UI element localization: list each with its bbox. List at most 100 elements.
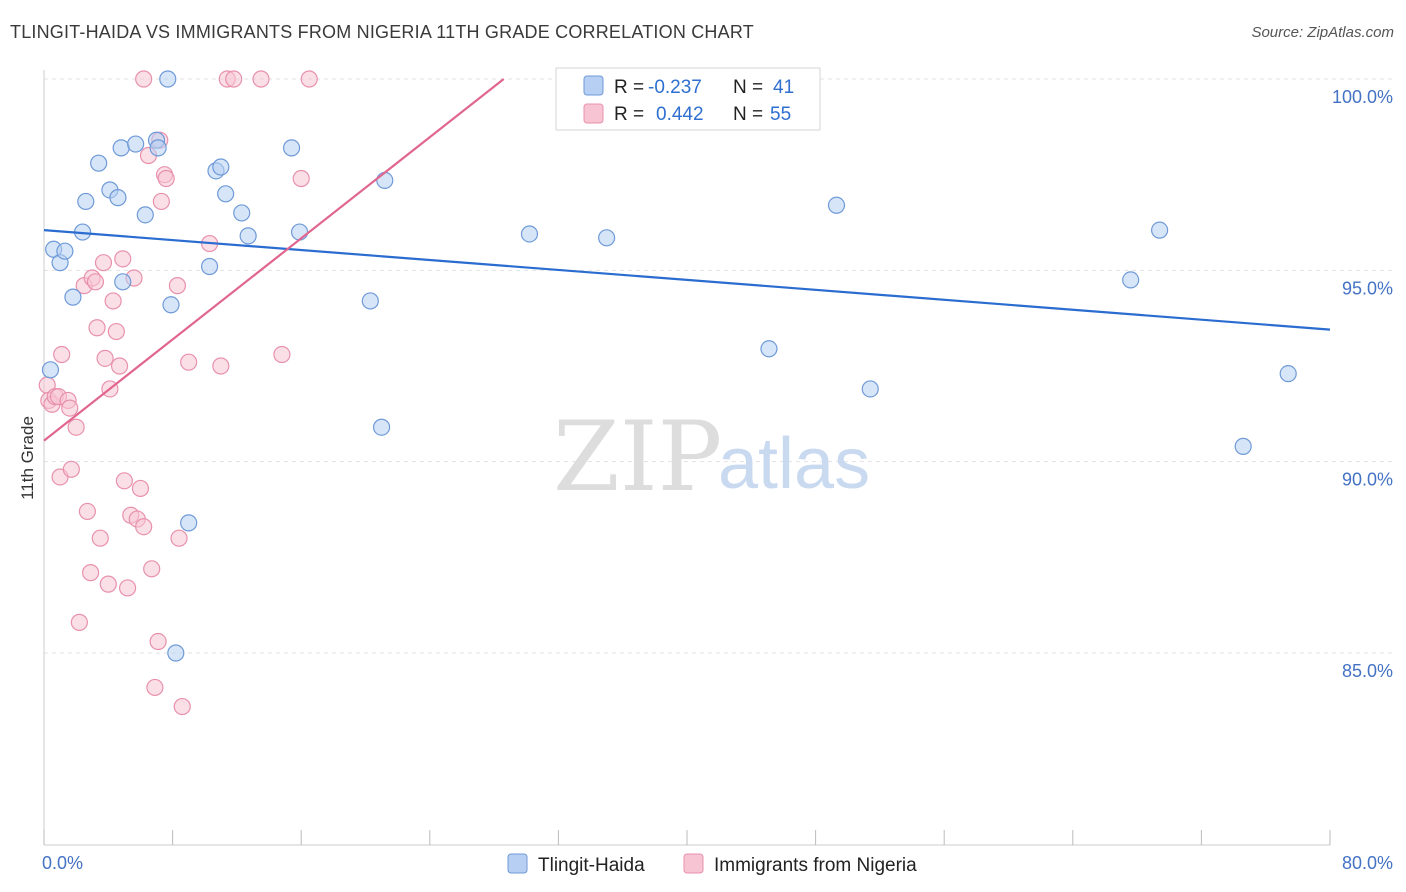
- nigeria-point-13: [78, 502, 97, 521]
- nigeria-point-51: [273, 345, 291, 364]
- x-ticks: [43, 830, 1331, 845]
- nigeria-point-42: [168, 277, 187, 295]
- x-tick-label-min: 0.0%: [42, 853, 83, 873]
- bottom-legend-label-nigeria: Immigrants from Nigeria: [714, 855, 917, 876]
- nigeria-point-36: [146, 678, 164, 697]
- nigeria-point-41: [135, 70, 153, 88]
- tlingit-haida-point-28: [361, 292, 379, 310]
- tlingit-haida-point-6: [77, 192, 95, 211]
- y-tick-label-100: 100.0%: [1332, 87, 1393, 107]
- tlingit-haida-point-30: [372, 418, 391, 436]
- nigeria-point-19: [94, 254, 113, 272]
- watermark-atlas: atlas: [718, 424, 870, 504]
- tlingit-haida-point-11: [114, 273, 132, 291]
- tlingit-haida-point-9: [109, 189, 127, 207]
- tlingit-haida-point-4: [64, 288, 82, 306]
- nigeria-point-52: [292, 169, 310, 188]
- nigeria-point-37: [149, 632, 167, 651]
- nigeria-point-49: [225, 70, 243, 88]
- nigeria-point-6: [53, 345, 71, 364]
- legend-swatch-pink: [583, 103, 604, 124]
- series-legend: Tlingit-Haida Immigrants from Nigeria: [507, 853, 917, 876]
- nigeria-point-9: [62, 460, 80, 478]
- legend-n-value-1: 41: [773, 77, 794, 98]
- tlingit-haida-point-18: [167, 644, 185, 662]
- tlingit-haida-point-39: [1279, 365, 1297, 383]
- nigeria-point-11: [70, 613, 88, 631]
- nigeria-point-28: [118, 579, 137, 597]
- nigeria-point-32: [131, 479, 150, 498]
- tlingit-haida-point-12: [127, 135, 145, 153]
- gridlines: [44, 78, 1393, 654]
- tlingit-haida-point-36: [861, 380, 879, 398]
- y-tick-label-95: 95.0%: [1342, 278, 1393, 298]
- y-tick-label-85: 85.0%: [1342, 661, 1393, 681]
- legend-r-label-1: R =: [614, 77, 644, 98]
- nigeria-point-17: [88, 319, 106, 337]
- nigeria-point-38: [152, 192, 170, 211]
- tlingit-haida-point-0: [41, 361, 60, 379]
- tlingit-haida-point-10: [112, 139, 130, 157]
- legend-r-label-2: R =: [614, 104, 644, 125]
- nigeria-point-8: [61, 399, 79, 417]
- bottom-legend-swatch-pink: [683, 853, 704, 874]
- legend-r-value-2: 0.442: [656, 104, 704, 125]
- tlingit-haida-point-15: [149, 139, 167, 157]
- nigeria-point-35: [143, 560, 161, 578]
- tlingit-haida-point-26: [282, 139, 301, 157]
- tlingit-haida-point-7: [90, 154, 108, 172]
- tlingit-haida-point-31: [520, 225, 539, 243]
- nigeria-point-10: [67, 418, 85, 436]
- tlingit-haida-point-25: [239, 227, 257, 245]
- nigeria-point-47: [212, 357, 230, 375]
- nigeria-point-44: [173, 697, 191, 716]
- legend-swatch-blue: [583, 75, 604, 96]
- legend-r-value-1: -0.237: [648, 77, 702, 98]
- tlingit-haida-point-17: [162, 296, 180, 314]
- tlingit-haida-point-16: [159, 70, 177, 88]
- tlingit-haida-point-35: [827, 196, 846, 214]
- nigeria-point-27: [115, 472, 133, 490]
- nigeria-point-21: [99, 575, 117, 593]
- correlation-legend: R = -0.237 N = 41 R = 0.442 N = 55: [555, 67, 821, 131]
- y-tick-label-90: 90.0%: [1342, 470, 1393, 490]
- watermark-zip: ZIP: [553, 401, 722, 513]
- tlingit-haida-point-40: [1234, 437, 1252, 455]
- tlingit-haida-trendline: [43, 229, 1331, 331]
- tlingit-haida-point-24: [233, 204, 251, 222]
- nigeria-point-25: [110, 357, 129, 375]
- tlingit-haida-point-22: [212, 158, 230, 176]
- tlingit-haida-point-37: [1122, 271, 1140, 289]
- nigeria-point-26: [114, 250, 132, 268]
- tlingit-haida-point-20: [200, 257, 219, 276]
- bottom-legend-swatch-blue: [507, 853, 528, 874]
- nigeria-point-43: [170, 529, 188, 547]
- tlingit-haida-point-23: [217, 185, 235, 203]
- tlingit-haida-point-38: [1151, 221, 1169, 239]
- tlingit-haida-point-32: [598, 229, 616, 247]
- chart-title: TLINGIT-HAIDA VS IMMIGRANTS FROM NIGERIA…: [10, 22, 754, 42]
- source-label: Source: ZipAtlas.com: [1251, 24, 1394, 41]
- legend-n-value-2: 55: [770, 104, 791, 125]
- y-axis-title: 11th Grade: [18, 416, 37, 500]
- legend-n-label-1: N =: [733, 77, 763, 98]
- nigeria-trendline: [43, 78, 505, 442]
- nigeria-point-45: [180, 353, 198, 371]
- y-tick-labels: 85.0% 90.0% 95.0% 100.0%: [1332, 87, 1393, 681]
- nigeria-point-24: [107, 322, 125, 341]
- tlingit-haida-point-3: [56, 242, 74, 260]
- tlingit-haida-point-13: [136, 206, 154, 224]
- tlingit-haida-point-29: [376, 171, 394, 190]
- nigeria-point-23: [104, 292, 122, 310]
- x-tick-label-max: 80.0%: [1342, 853, 1393, 873]
- nigeria-point-33: [135, 518, 153, 536]
- nigeria-point-18: [91, 529, 109, 547]
- nigeria-point-14: [82, 564, 100, 582]
- tlingit-haida-point-34: [760, 340, 778, 358]
- nigeria-point-40: [157, 169, 175, 188]
- series-immigrants-from-nigeria: [38, 70, 318, 716]
- nigeria-point-20: [96, 349, 114, 367]
- nigeria-point-53: [300, 70, 318, 88]
- tlingit-haida-point-19: [180, 514, 198, 532]
